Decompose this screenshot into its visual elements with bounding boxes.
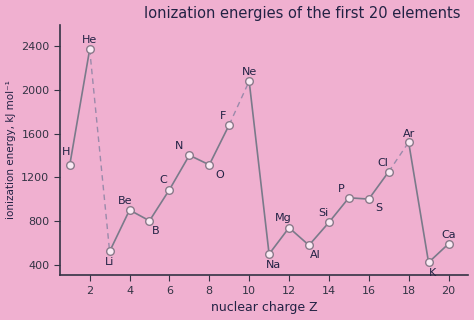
Text: He: He — [82, 35, 97, 44]
Y-axis label: ionization energy, kJ mol⁻¹: ionization energy, kJ mol⁻¹ — [6, 81, 16, 220]
X-axis label: nuclear charge Z: nuclear charge Z — [211, 301, 318, 315]
Text: F: F — [220, 111, 227, 121]
Text: Ionization energies of the first 20 elements: Ionization energies of the first 20 elem… — [144, 5, 460, 20]
Text: Si: Si — [318, 208, 328, 218]
Text: N: N — [175, 141, 183, 151]
Text: Mg: Mg — [274, 213, 292, 223]
Text: Ar: Ar — [402, 129, 415, 139]
Text: K: K — [429, 268, 436, 278]
Text: P: P — [337, 184, 344, 194]
Text: Al: Al — [310, 250, 320, 260]
Text: O: O — [215, 170, 224, 180]
Text: Na: Na — [265, 260, 281, 270]
Text: Ca: Ca — [441, 230, 456, 240]
Text: C: C — [160, 175, 167, 185]
Text: Be: Be — [118, 196, 133, 206]
Text: S: S — [375, 204, 383, 213]
Text: Cl: Cl — [377, 158, 388, 168]
Text: H: H — [62, 147, 70, 157]
Text: Ne: Ne — [242, 68, 257, 77]
Text: Li: Li — [105, 257, 114, 268]
Text: B: B — [152, 226, 159, 236]
